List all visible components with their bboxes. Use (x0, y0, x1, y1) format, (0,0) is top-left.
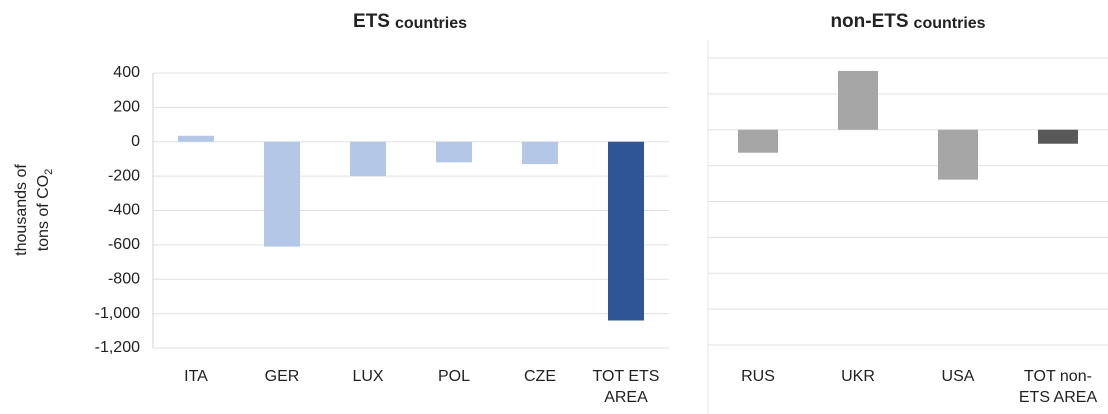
y-tick-label: 200 (113, 99, 140, 116)
x-tick-label: LUX (352, 368, 384, 385)
y-tick-label: -1,000 (95, 305, 140, 322)
y-tick-label: -400 (108, 202, 140, 219)
bar (738, 129, 778, 153)
x-tick-label: USA (941, 368, 975, 385)
title-sub: countries (395, 15, 467, 32)
y-axis-label-line: tons of CO (35, 175, 52, 251)
y-tick-label: 0 (131, 133, 140, 150)
chart-title: non-ETS countries (830, 11, 985, 32)
x-tick-label: ITA (184, 368, 208, 385)
bar (938, 129, 978, 180)
title-sub: countries (914, 15, 986, 32)
title-main: non-ETS (830, 11, 908, 32)
x-tick-label: UKR (841, 368, 875, 385)
x-tick-label: POL (437, 368, 470, 385)
y-tick-label: -200 (108, 167, 140, 184)
y-tick-label: 400 (113, 64, 140, 81)
bar (522, 141, 558, 165)
y-axis-label-sub: 2 (43, 169, 55, 175)
chart-title: ETS countries (353, 11, 467, 32)
bar (436, 141, 472, 163)
bar (178, 135, 214, 142)
y-tick-label: -800 (108, 270, 140, 287)
y-axis-label-line: thousands of (13, 164, 30, 256)
title-main: ETS (353, 11, 390, 32)
x-tick-label: CZE (524, 368, 556, 385)
x-tick-label: RUS (741, 368, 775, 385)
x-tick-label: TOT ETS AREA (592, 368, 660, 406)
x-tick-label: TOT non-ETS AREA (1018, 368, 1098, 406)
y-axis-label: tons of CO2 (35, 169, 55, 252)
y-tick-label: -600 (108, 236, 140, 253)
bar (264, 141, 300, 247)
bar (350, 141, 386, 177)
bar (838, 70, 878, 130)
y-axis-label: thousands of (13, 164, 30, 256)
bar (1038, 129, 1078, 144)
bar (608, 141, 644, 321)
x-tick-label: GER (264, 368, 300, 385)
y-tick-label: -1,200 (95, 339, 140, 356)
